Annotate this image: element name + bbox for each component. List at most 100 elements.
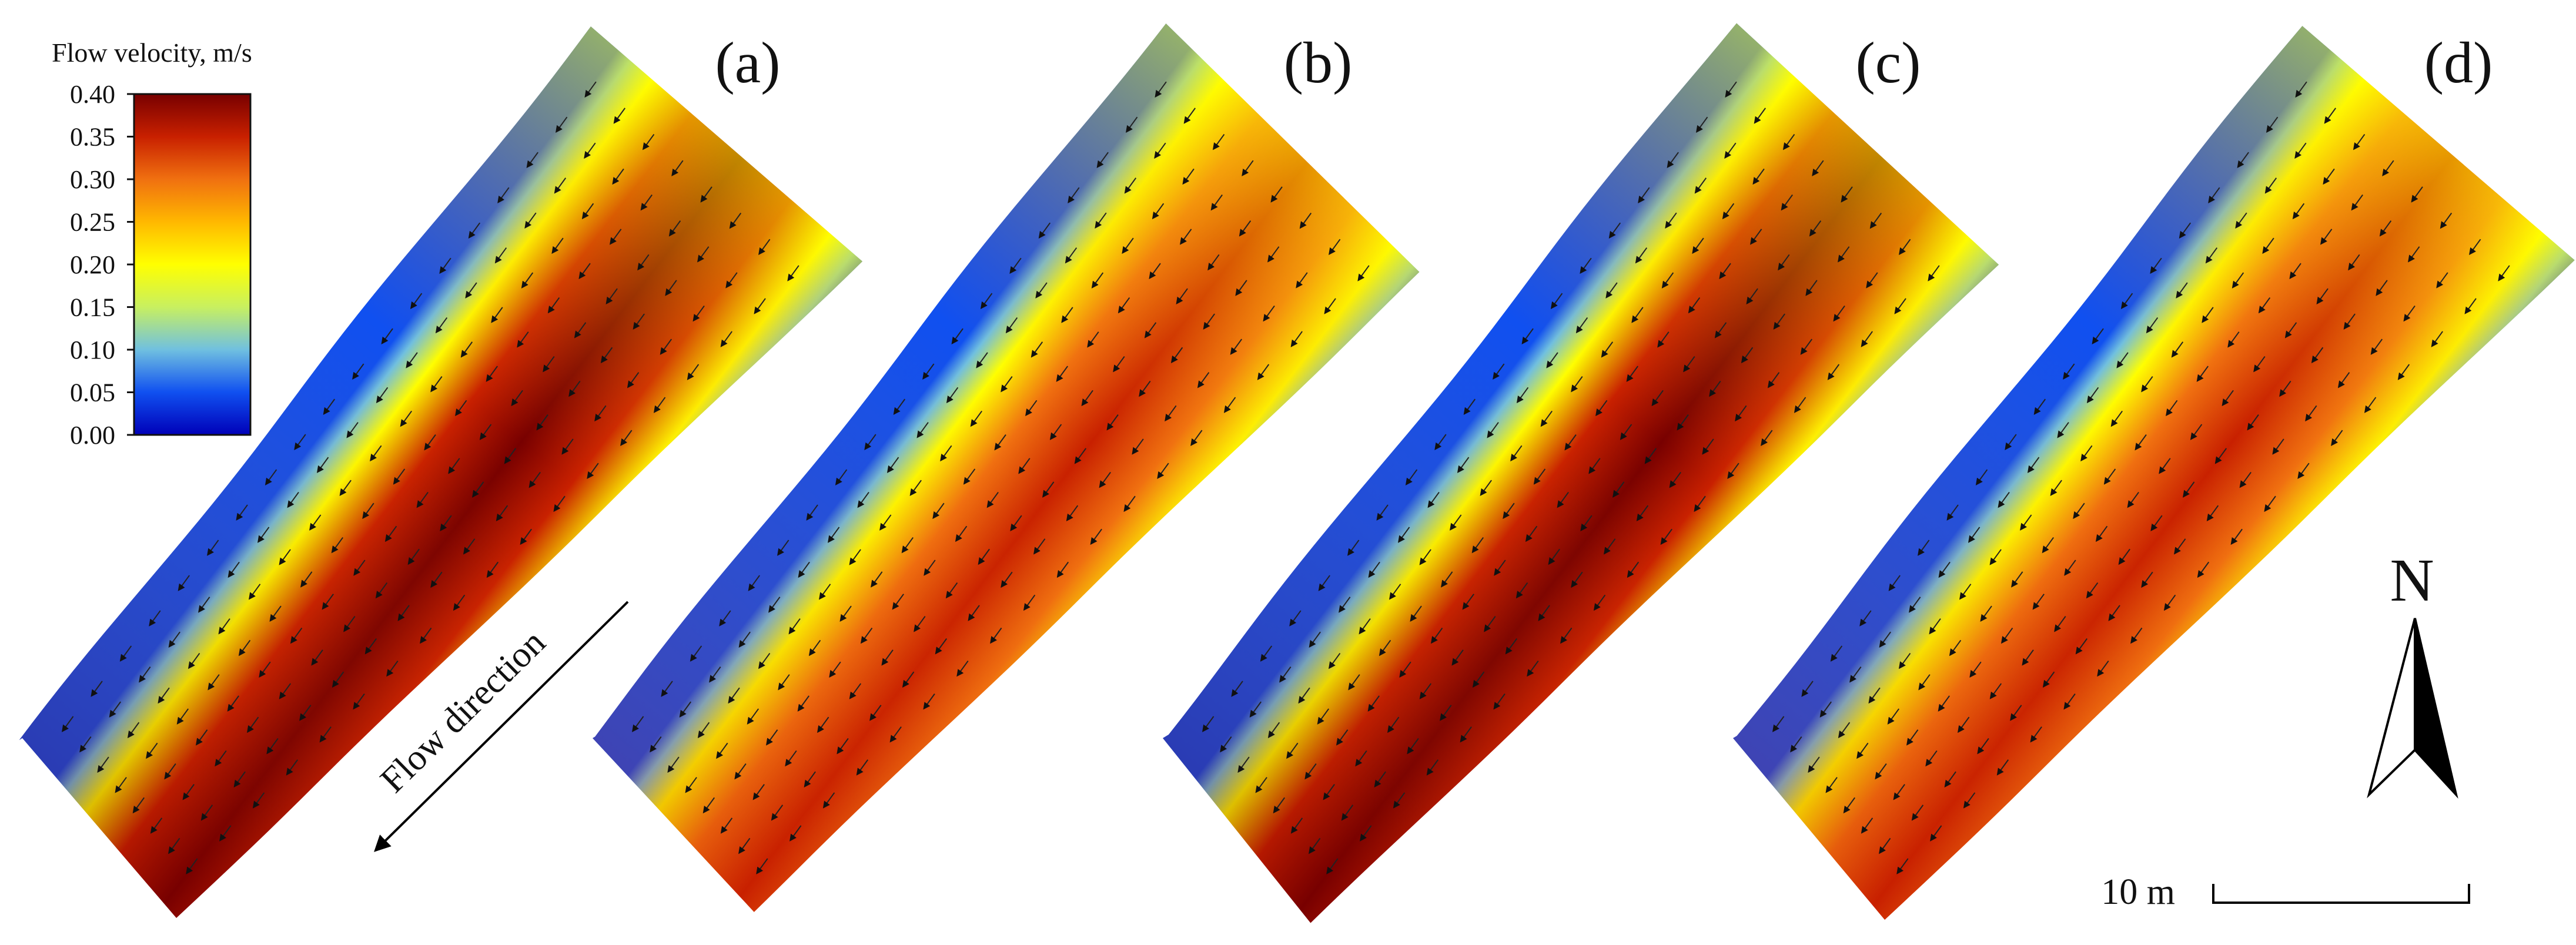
velocity-vector <box>1527 660 1539 677</box>
velocity-vector <box>1605 282 1618 299</box>
velocity-vector <box>2202 307 2214 323</box>
velocity-vector <box>311 649 323 666</box>
velocity-vector <box>219 825 232 842</box>
velocity-vector <box>2000 627 2013 644</box>
velocity-vector <box>1899 239 1911 256</box>
velocity-vector <box>561 438 574 455</box>
velocity-vector <box>1360 825 1372 842</box>
velocity-vector <box>1580 515 1593 532</box>
velocity-vector <box>633 313 645 330</box>
velocity-vector <box>287 491 299 508</box>
velocity-vector <box>1861 817 1874 834</box>
velocity-vector <box>697 246 710 263</box>
velocity-vector <box>729 212 742 229</box>
velocity-vector <box>406 352 418 368</box>
velocity-vector <box>1571 376 1583 393</box>
velocity-vector <box>1724 142 1737 159</box>
panel-label: (b) <box>1284 30 1353 95</box>
panel-a: (a) <box>19 26 863 918</box>
velocity-vector <box>1782 133 1795 150</box>
velocity-vector <box>1203 313 1215 330</box>
velocity-vector <box>839 605 852 622</box>
velocity-vector <box>756 858 768 874</box>
velocity-vector <box>440 515 452 532</box>
velocity-vector <box>1235 280 1247 296</box>
velocity-vector <box>1480 480 1492 497</box>
velocity-vector <box>1440 705 1452 721</box>
velocity-vector <box>1516 387 1529 404</box>
velocity-vector <box>2197 561 2210 578</box>
velocity-vector <box>1056 366 1068 382</box>
velocity-vector <box>980 293 993 309</box>
velocity-vector <box>299 705 312 721</box>
velocity-vector <box>2230 528 2243 545</box>
velocity-vector <box>1180 229 1192 245</box>
velocity-vector <box>1669 471 1681 488</box>
velocity-vector <box>2253 356 2266 373</box>
velocity-vector <box>642 133 655 150</box>
velocity-vector <box>1368 561 1380 578</box>
velocity-vector <box>2264 495 2276 512</box>
velocity-vector <box>486 366 498 382</box>
velocity-vector <box>1367 695 1380 712</box>
velocity-vector <box>2279 380 2291 397</box>
velocity-vector <box>2284 322 2297 339</box>
scale-bar-label: 10 m <box>2101 872 2175 912</box>
velocity-vector <box>1801 681 1814 697</box>
velocity-vector <box>574 322 587 339</box>
panel-d: (d) <box>1733 26 2575 920</box>
velocity-vector <box>430 571 443 588</box>
velocity-vector <box>1125 116 1138 133</box>
velocity-vector <box>188 652 200 669</box>
velocity-vector <box>1099 471 1111 488</box>
velocity-vector <box>916 422 929 438</box>
velocity-vector <box>1025 400 1038 417</box>
velocity-vector <box>1286 742 1299 759</box>
velocity-vector <box>864 434 876 450</box>
velocity-vector <box>1061 307 1073 323</box>
velocity-vector <box>581 203 594 220</box>
velocity-vector <box>497 187 510 204</box>
velocity-vector <box>2297 463 2310 480</box>
velocity-vector <box>945 582 958 599</box>
velocity-vector <box>1324 298 1336 314</box>
velocity-vector <box>2208 187 2220 204</box>
velocity-vector <box>247 716 259 733</box>
velocity-vector <box>2073 502 2085 520</box>
velocity-vector <box>631 716 644 732</box>
velocity-vector <box>819 584 831 600</box>
velocity-vector <box>2331 430 2343 446</box>
velocity-vector <box>2214 448 2227 464</box>
velocity-vector <box>1462 594 1474 610</box>
velocity-vector <box>435 317 448 334</box>
velocity-vector <box>294 434 306 450</box>
velocity-vector <box>257 527 270 543</box>
velocity-vector <box>352 363 364 380</box>
velocity-vector <box>785 750 797 767</box>
velocity-vector <box>465 282 477 299</box>
velocity-vector <box>1727 463 1739 480</box>
velocity-vector <box>1202 716 1215 732</box>
velocity-vector <box>178 575 190 591</box>
velocity-vector <box>1540 410 1553 427</box>
velocity-vector <box>168 631 180 648</box>
flow-direction-arrow <box>374 601 629 852</box>
velocity-vector <box>946 387 959 404</box>
velocity-vector <box>1856 742 1869 759</box>
velocity-vector <box>1309 631 1321 648</box>
velocity-vector <box>491 307 503 323</box>
velocity-vector <box>2063 363 2075 380</box>
velocity-vector <box>2227 331 2240 348</box>
velocity-vector <box>1397 527 1410 543</box>
velocity-vector <box>620 430 633 446</box>
velocity-vector <box>1009 257 1022 274</box>
velocity-vector <box>1896 858 1909 874</box>
velocity-vector <box>79 736 92 753</box>
north-label: N <box>2390 547 2434 614</box>
velocity-vector <box>1968 527 1980 543</box>
velocity-vector <box>1267 246 1280 263</box>
velocity-vector <box>1124 177 1137 194</box>
velocity-vector <box>1374 771 1386 788</box>
colorbar-tick-label: 0.20 <box>70 250 115 279</box>
